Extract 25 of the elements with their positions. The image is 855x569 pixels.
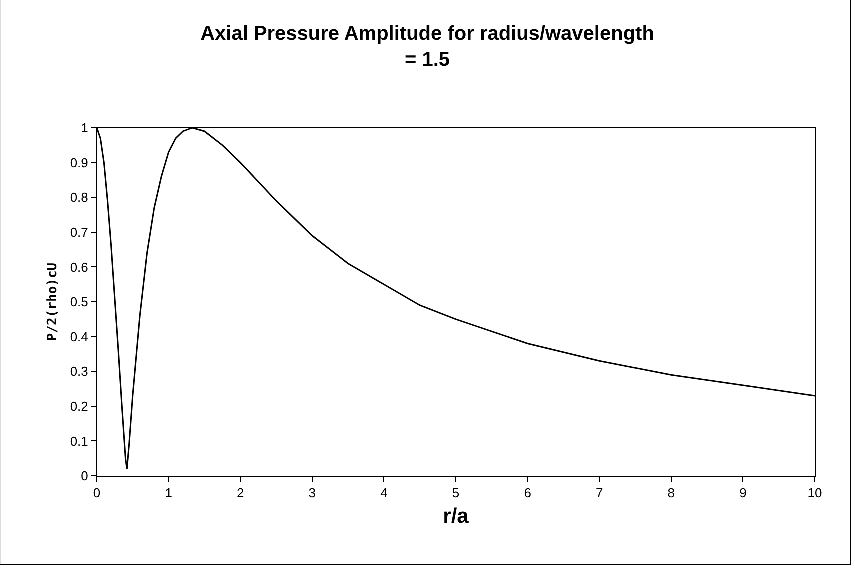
y-tick-label: 0.2: [70, 398, 88, 414]
x-tick-label: 10: [808, 486, 822, 501]
y-tick-label: 1: [81, 120, 88, 136]
y-tick-label: 0.6: [70, 260, 88, 275]
x-tick-label: 5: [452, 486, 460, 501]
y-tick-label: 0.9: [70, 155, 88, 170]
chart-title: Axial Pressure Amplitude for radius/wavelength = 1.5: [200, 22, 654, 71]
y-axis-title: P/2(rho)cU: [45, 262, 60, 342]
x-tick-label: 6: [524, 486, 532, 501]
y-tick-label: 0.8: [70, 190, 88, 206]
y-tick-label: 0.7: [70, 224, 88, 240]
x-tick-label: 8: [668, 486, 676, 501]
x-tick-label: 9: [740, 486, 747, 501]
y-tick-label: 0: [81, 468, 88, 484]
y-tick-label: 0.3: [70, 364, 88, 380]
x-axis-title: r/a: [443, 504, 470, 528]
x-tick-label: 1: [165, 486, 172, 501]
x-tick-label: 0: [93, 486, 101, 501]
y-tick-label: 0.1: [70, 434, 88, 449]
y-tick-label: 0.5: [70, 294, 88, 310]
x-tick-label: 2: [236, 486, 244, 501]
x-tick-label: 7: [596, 486, 604, 501]
y-tick-label: 0.4: [70, 329, 88, 344]
x-tick-label: 4: [380, 486, 388, 501]
x-tick-label: 3: [308, 486, 316, 501]
